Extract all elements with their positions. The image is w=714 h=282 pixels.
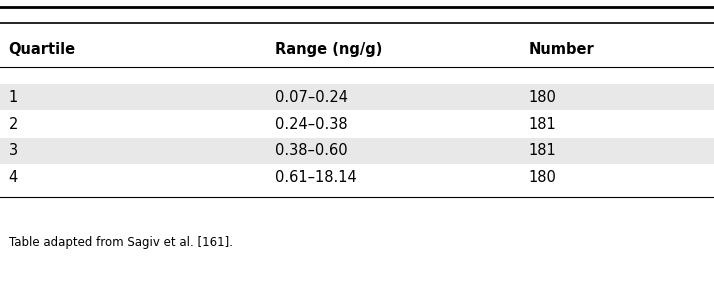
Text: 3: 3 — [9, 143, 18, 158]
Text: 0.38–0.60: 0.38–0.60 — [275, 143, 348, 158]
Text: 180: 180 — [528, 170, 556, 185]
Text: Range (ng/g): Range (ng/g) — [275, 42, 382, 57]
Text: Table adapted from Sagiv et al. [161].: Table adapted from Sagiv et al. [161]. — [9, 236, 233, 249]
Bar — [0, 84, 714, 110]
Bar — [0, 138, 714, 164]
Text: 2: 2 — [9, 116, 18, 132]
Text: 4: 4 — [9, 170, 18, 185]
Text: 1: 1 — [9, 90, 18, 105]
Text: 0.61–18.14: 0.61–18.14 — [275, 170, 356, 185]
Text: Quartile: Quartile — [9, 42, 76, 57]
Text: 0.07–0.24: 0.07–0.24 — [275, 90, 348, 105]
Text: Number: Number — [528, 42, 594, 57]
Text: 181: 181 — [528, 143, 556, 158]
Text: 0.24–0.38: 0.24–0.38 — [275, 116, 348, 132]
Text: 181: 181 — [528, 116, 556, 132]
Text: 180: 180 — [528, 90, 556, 105]
